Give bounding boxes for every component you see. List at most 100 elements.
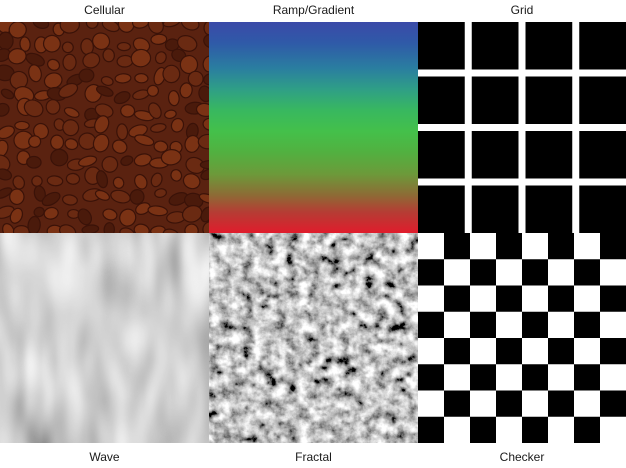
checker-dark-cell	[600, 233, 626, 260]
cellular-cell	[59, 22, 80, 34]
checker-light-cell	[496, 416, 523, 443]
checker-dark-cell	[522, 311, 549, 339]
cellular-cell	[180, 22, 200, 31]
checker-dark-cell	[470, 311, 497, 339]
checker-dark-cell	[470, 416, 497, 443]
grid-square	[579, 131, 626, 179]
checker-light-cell	[418, 338, 445, 365]
label-wave: Wave	[89, 450, 120, 464]
checker-light-cell	[574, 390, 601, 418]
checker-light-cell	[444, 416, 471, 443]
cellular-cell	[32, 22, 50, 29]
cellular-cell	[135, 202, 151, 215]
cellular-cell	[176, 35, 198, 52]
checker-dark-cell	[574, 364, 601, 391]
checker-light-cell	[522, 285, 549, 313]
cellular-cell	[78, 155, 98, 167]
cellular-cell	[195, 102, 209, 117]
fractal-texture-tile	[209, 233, 418, 443]
cellular-cell	[64, 138, 79, 151]
label-grid: Grid	[510, 3, 534, 17]
cellular-cell	[0, 88, 15, 100]
cellular-cell	[77, 208, 93, 226]
checker-light-cell	[470, 338, 497, 365]
cellular-cell	[95, 85, 114, 97]
checker-dark-cell	[548, 233, 575, 260]
checker-light-cell	[600, 259, 626, 286]
cellular-cell	[50, 148, 69, 167]
cellular-cell	[198, 85, 209, 103]
cellular-cell	[203, 73, 209, 86]
cellular-cell	[9, 207, 24, 224]
checker-dark-cell	[600, 338, 626, 365]
checker-pattern	[418, 233, 626, 443]
grid-texture-tile	[418, 22, 626, 233]
cellular-cell	[179, 82, 193, 99]
checker-light-cell	[574, 338, 601, 365]
checker-dark-cell	[548, 338, 575, 365]
cellular-cell	[182, 173, 201, 190]
checker-dark-cell	[444, 233, 471, 260]
checker-dark-cell	[522, 364, 549, 391]
cellular-cell	[94, 115, 110, 134]
checker-dark-cell	[444, 390, 471, 418]
cellular-cell	[116, 41, 132, 52]
cellular-cell	[147, 205, 168, 217]
cellular-cell	[150, 225, 166, 233]
cellular-cell	[41, 191, 61, 207]
cellular-cell	[203, 34, 209, 49]
checker-light-cell	[600, 364, 626, 391]
label-ramp-gradient: Ramp/Gradient	[272, 3, 355, 17]
cellular-cell	[147, 22, 164, 34]
checker-light-cell	[522, 390, 549, 418]
cellular-cell	[167, 90, 180, 107]
cellular-cell	[101, 22, 120, 33]
checker-dark-cell	[418, 364, 445, 391]
cellular-cell	[96, 170, 109, 189]
cellular-cell	[0, 139, 9, 158]
label-fractal: Fractal	[295, 450, 332, 464]
cellular-cell	[94, 189, 110, 201]
cellular-texture-tile	[0, 22, 209, 233]
checker-dark-cell	[496, 233, 523, 260]
checker-light-cell	[418, 390, 445, 418]
grid-square	[579, 22, 626, 70]
checker-light-cell	[600, 311, 626, 339]
grid-square	[418, 185, 465, 233]
cellular-cell	[116, 123, 129, 141]
checker-dark-cell	[444, 338, 471, 365]
cellular-cell	[58, 82, 79, 99]
grid-square	[579, 76, 626, 124]
cellular-cell	[146, 84, 160, 97]
cellular-cell	[27, 215, 41, 233]
grid-square	[471, 131, 519, 179]
checker-dark-cell	[548, 390, 575, 418]
cellular-cell	[0, 154, 11, 174]
cellular-cell	[103, 222, 115, 233]
cellular-cell	[153, 140, 169, 153]
cellular-cell	[202, 117, 209, 132]
cellular-cell	[120, 104, 136, 118]
cellular-cell	[148, 102, 162, 120]
cellular-cell	[200, 168, 209, 181]
cellular-cell	[42, 34, 61, 53]
cellular-cell	[134, 173, 148, 190]
cellular-cell	[113, 91, 131, 105]
checker-dark-cell	[470, 364, 497, 391]
cellular-cell	[0, 125, 15, 140]
checker-light-cell	[548, 259, 575, 286]
grid-square	[418, 76, 465, 124]
grid-square	[471, 22, 519, 70]
cellular-cell	[65, 172, 81, 185]
cellular-cell	[101, 155, 119, 173]
cellular-cell	[181, 205, 203, 223]
cellular-cell	[202, 220, 209, 233]
checker-light-cell	[470, 390, 497, 418]
checker-dark-cell	[522, 416, 549, 443]
cellular-cell	[185, 156, 205, 174]
cellular-cell	[62, 194, 78, 206]
cellular-cell	[130, 48, 152, 68]
cellular-cell	[202, 55, 209, 73]
checker-light-cell	[418, 285, 445, 313]
checker-dark-cell	[574, 259, 601, 286]
